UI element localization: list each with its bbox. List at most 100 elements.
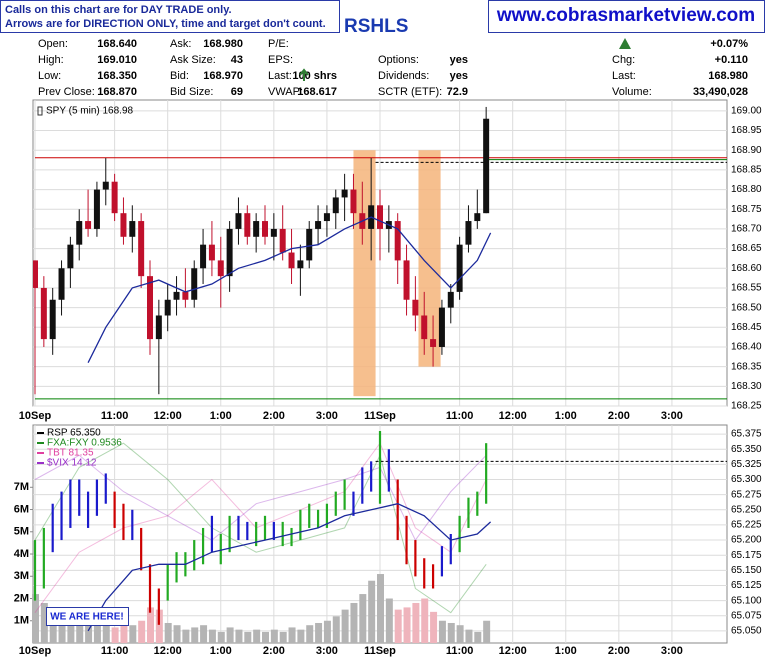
y-tick-label: 168.25 [731, 401, 762, 412]
candle-body [438, 307, 445, 347]
volume-bar [76, 616, 84, 643]
volume-bar [262, 631, 269, 643]
x-tick-label: 2:00 [608, 645, 630, 657]
candle-body [394, 221, 401, 261]
quote-value: 100 shrs [292, 70, 337, 82]
volume-bar [315, 622, 323, 643]
volume-bar [341, 609, 349, 643]
volume-bar [129, 625, 137, 643]
candle-body [58, 268, 65, 300]
candle-body [306, 228, 313, 261]
y2-tick-label: 65.375 [731, 429, 762, 440]
quote-label: Ask: [170, 38, 191, 50]
quote-label: Bid: [170, 70, 189, 82]
notice-line: Arrows are for DIRECTION ONLY, time and … [5, 18, 326, 30]
volume-bar [226, 627, 234, 643]
y2-tick-label: 65.275 [731, 489, 762, 500]
x-tick-label: 1:00 [210, 410, 232, 422]
volume-bar [173, 625, 181, 643]
y-tick-label: 3M [14, 570, 29, 582]
candle-body [262, 221, 268, 237]
quote-label: Last: [268, 70, 292, 82]
notice-box [0, 0, 340, 33]
y-tick-label: 168.50 [731, 302, 762, 313]
overlay-line [34, 454, 487, 542]
y-tick-label: 6M [14, 503, 29, 515]
volume-bar [253, 629, 261, 643]
volume-bar [350, 602, 358, 643]
candle-body [341, 189, 348, 198]
y-tick-label: 168.80 [731, 184, 762, 195]
y-tick-label: 4M [14, 548, 29, 560]
quote-label: Bid Size: [170, 86, 213, 98]
y-tick-label: 7M [14, 481, 29, 493]
candle-body [85, 221, 92, 229]
quote-value: yes [450, 70, 468, 82]
quote-value: 168.617 [297, 86, 337, 98]
volume-bar [421, 598, 429, 643]
candle-body [235, 213, 242, 229]
volume-bar [270, 629, 278, 643]
volume-bar [394, 609, 402, 643]
x-tick-label: 10Sep [19, 410, 52, 422]
volume-bar [120, 622, 128, 643]
quote-label: SCTR (ETF): [378, 86, 442, 98]
quote-label: Dividends: [378, 70, 429, 82]
candle-body [147, 276, 153, 340]
volume-bar [93, 622, 101, 643]
candle-body [297, 260, 304, 269]
y-tick-label: 168.35 [731, 361, 762, 372]
x-tick-label: 1:00 [210, 645, 232, 657]
quote-label: Last: [612, 70, 636, 82]
candle-body [155, 315, 162, 340]
volume-bar [85, 620, 93, 643]
quote-value: 72.9 [447, 86, 468, 98]
x-tick-label: 12:00 [499, 410, 527, 422]
y-tick-label: 168.40 [731, 342, 762, 353]
x-tick-label: 11:00 [101, 410, 129, 422]
x-tick-label: 1:00 [555, 645, 577, 657]
website-box [488, 0, 765, 33]
up-triangle [619, 38, 631, 49]
overlay-line [34, 442, 487, 614]
volume-bar [67, 611, 75, 643]
volume-bar [279, 631, 287, 643]
candle-body [332, 197, 339, 214]
legend-label: FXA:FXY 0.9536 [47, 438, 122, 449]
y-tick-label: 168.60 [731, 263, 762, 274]
candle-body [191, 268, 198, 300]
y2-tick-label: 65.075 [731, 610, 762, 621]
volume-bar [306, 625, 314, 643]
candle-body [40, 287, 47, 340]
candle-body [129, 221, 136, 237]
y-tick-label: 168.75 [731, 204, 762, 215]
candle-body [244, 213, 251, 237]
volume-bar [164, 622, 172, 643]
volume-bar [483, 620, 491, 643]
quote-label: VWAP: [268, 86, 303, 98]
volume-bar [377, 574, 384, 643]
x-tick-label: 11Sep [364, 645, 396, 657]
x-tick-label: 11Sep [364, 410, 396, 422]
volume-bar [474, 631, 482, 643]
y-tick-label: 168.85 [731, 165, 762, 176]
x-tick-label: 12:00 [499, 645, 527, 657]
volume-bar [155, 609, 163, 643]
candle-body [474, 213, 481, 222]
candle-body [93, 189, 100, 229]
quote-table: Open: 168.640 High: 169.010 Low: 168.350Prev … [38, 38, 748, 98]
candle-body [102, 181, 109, 190]
candle-body [33, 260, 38, 288]
volume-bar [465, 629, 473, 643]
website: www.cobrasmarketview.com [496, 5, 755, 26]
volume-bar [58, 620, 66, 643]
x-tick-label: 11:00 [446, 410, 474, 422]
volume-bar [368, 580, 376, 643]
annotation-box [46, 607, 129, 626]
candle-body [173, 291, 180, 300]
x-tick-label: 1:00 [555, 410, 577, 422]
quote-value: 43 [231, 54, 243, 66]
up-arrow [299, 68, 309, 81]
candle-body [323, 213, 330, 222]
